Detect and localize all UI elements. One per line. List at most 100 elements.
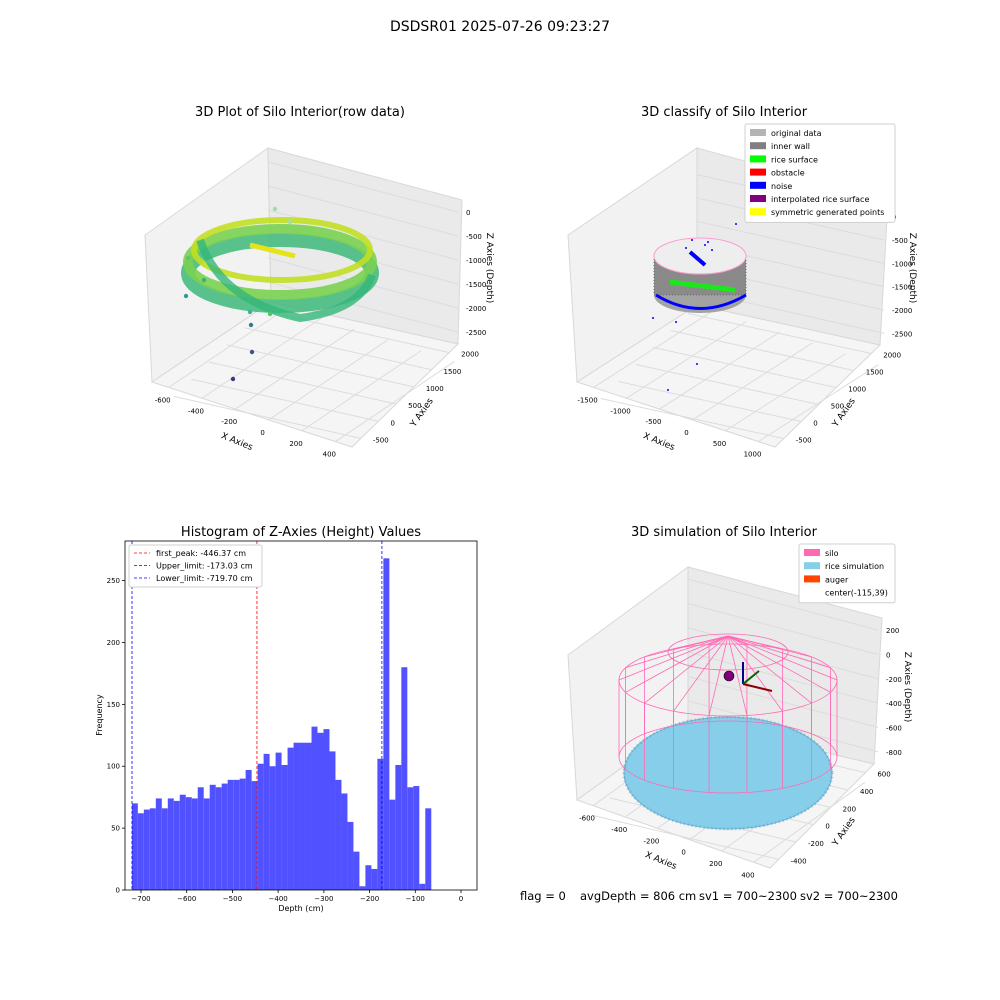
raw-data-point	[185, 255, 191, 261]
raw-data-point	[248, 322, 254, 328]
histogram-bar	[161, 808, 168, 890]
histogram-bar	[395, 765, 402, 890]
histogram-bar	[149, 808, 156, 890]
histogram-legend-label: first_peak: -446.37 cm	[156, 549, 246, 558]
classify-plot-tick-labels: -1500-5000-10000-500-500500-100001000-15…	[577, 214, 912, 459]
classify-plot-y-tick-label: 500	[831, 403, 844, 411]
raw-data-point	[272, 206, 278, 212]
raw-plot-outlier-points	[183, 206, 293, 382]
noise-point	[711, 249, 713, 251]
simulation-plot-x-tick-label: -200	[643, 837, 659, 845]
histogram-ticks: −700 −600 −500 −400 −300 −200 −100 0 0 50 100 150 20…	[107, 577, 464, 903]
noise-point	[704, 244, 706, 246]
raw-data-point	[287, 219, 293, 225]
histogram-bar	[209, 784, 216, 890]
histogram-bar	[167, 798, 174, 890]
flag-text: flag = 0	[520, 889, 566, 903]
raw-plot-x-tick-label: -600	[155, 396, 171, 404]
simulation-plot-z-tick-label: 0	[886, 652, 890, 660]
histogram-x-tick-label: −500	[223, 895, 242, 903]
histogram-bar	[137, 813, 144, 890]
simulation-legend-label: silo	[825, 549, 839, 558]
raw-data-3d-plot: 3D Plot of Silo Interior(row data) -600 -…	[144, 105, 494, 459]
histogram-y-tick-label: 150	[107, 701, 120, 709]
histogram-bar	[323, 729, 330, 890]
classify-plot-y-label: Y Axies	[830, 396, 858, 429]
classify-plot-x-tick-label: -500	[646, 418, 662, 426]
histogram-x-tick-label: −700	[131, 895, 150, 903]
classify-plot-legend: original data inner wall rice surface obsta…	[744, 123, 896, 223]
histogram-bar	[239, 778, 246, 890]
histogram-x-tick-label: −600	[177, 895, 196, 903]
noise-point	[696, 363, 698, 365]
histogram-x-tick-label: 0	[459, 895, 463, 903]
raw-data-point	[267, 311, 273, 317]
avg-depth-text: avgDepth = 806 cm	[580, 889, 696, 903]
raw-plot-y-tick-label: 1500	[444, 368, 462, 376]
noise-point	[691, 239, 693, 241]
noise-point	[652, 317, 654, 319]
histogram-bar	[143, 809, 150, 890]
simulation-plot-legend: silo rice simulation auger center(-115,39)	[798, 543, 896, 604]
raw-plot-z-tick-label: -2500	[466, 329, 486, 337]
classify-plot-y-tick-label: 0	[813, 420, 817, 428]
classify-legend-swatch	[750, 181, 766, 189]
raw-plot-gridlines	[168, 161, 459, 442]
histogram-bar	[383, 558, 390, 890]
histogram-bar	[155, 798, 162, 890]
histogram-x-tick-label: −400	[269, 895, 288, 903]
simulation-plot-tick-labels: -600 -400 200 -400 -200 0 -200 0 -200 0 200 -400 200…	[579, 627, 902, 879]
classify-legend-swatch	[750, 208, 766, 216]
histogram-bar	[191, 798, 198, 890]
histogram-bar	[335, 779, 342, 890]
noise-point	[667, 389, 669, 391]
classify-plot-gridlines	[593, 174, 885, 443]
histogram-reference-lines	[131, 541, 383, 890]
histogram-bar	[233, 779, 240, 890]
classify-plot-title: 3D classify of Silo Interior	[641, 105, 808, 120]
simulation-plot-y-tick-label: -400	[791, 857, 807, 865]
raw-plot-x-tick-label: 0	[260, 429, 264, 437]
classify-plot-x-label: X Axies	[641, 431, 676, 453]
histogram-bar	[341, 793, 348, 890]
histogram-y-tick-label: 200	[107, 639, 120, 647]
classify-plot-noise-points	[652, 223, 737, 391]
histogram-bar	[287, 747, 294, 890]
raw-data-point	[201, 277, 207, 283]
raw-plot-title: 3D Plot of Silo Interior(row data)	[195, 105, 405, 120]
sv1-text: sv1 = 700~2300	[699, 889, 797, 903]
histogram-bar	[179, 794, 186, 890]
histogram-bar	[281, 765, 288, 890]
simulation-plot-z-tick-label: -600	[886, 725, 902, 733]
histogram-bar	[257, 763, 264, 890]
raw-data-point	[247, 309, 253, 315]
raw-plot-x-tick-label: 400	[323, 451, 336, 459]
classify-plot-x-tick-label: -1000	[610, 407, 630, 415]
simulation-plot-z-label: Z Axies (Depth)	[902, 652, 912, 723]
raw-plot-tick-labels: -600 -500 0 -400 0 -500 -200 500 -1000 0 1000 -1500…	[155, 209, 487, 459]
simulation-plot-y-tick-label: 600	[877, 771, 890, 779]
classify-plot-x-tick-label: 1000	[744, 451, 762, 459]
simulation-auger	[723, 662, 773, 692]
classify-plot-x-tick-label: 0	[684, 429, 688, 437]
classify-plot-z-label: Z Axies (Depth)	[907, 233, 917, 304]
histogram-legend-label: Lower_limit: -719.70 cm	[156, 574, 253, 583]
noise-point	[685, 247, 687, 249]
simulation-plot-z-tick-label: -400	[886, 700, 902, 708]
simulation-plot-x-tick-label: 0	[681, 849, 685, 857]
raw-plot-x-tick-label: -400	[188, 407, 204, 415]
noise-point	[735, 223, 737, 225]
raw-plot-ring	[181, 217, 379, 323]
histogram-bar	[347, 821, 354, 890]
histogram-bar	[221, 783, 228, 890]
histogram-y-tick-label: 50	[111, 825, 120, 833]
simulation-plot-y-tick-label: 200	[843, 805, 856, 813]
histogram-bar	[389, 799, 396, 890]
classify-plot-cylinder	[653, 237, 747, 313]
sv2-text: sv2 = 700~2300	[800, 889, 898, 903]
simulation-plot-z-tick-label: 200	[886, 627, 899, 635]
figure-title: DSDSR01 2025-07-26 09:23:27	[390, 19, 610, 35]
classify-legend-swatch	[750, 129, 766, 136]
classify-plot-z-tick-label: -1000	[892, 260, 912, 268]
